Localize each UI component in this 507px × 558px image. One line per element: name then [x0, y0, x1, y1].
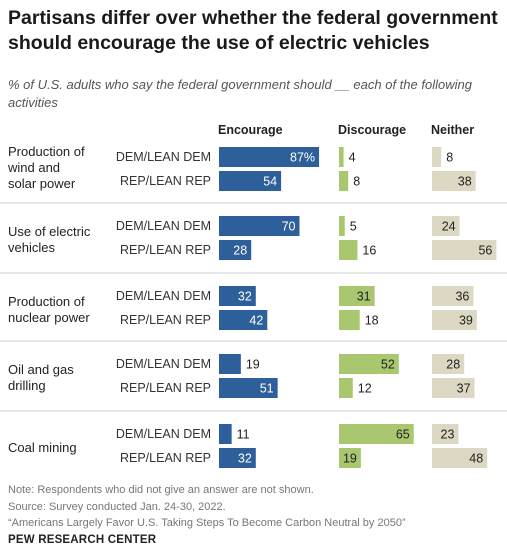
neither-bar — [432, 424, 459, 444]
data-label: 56 — [478, 244, 492, 258]
pew-research-center-logo: PEW RESEARCH CENTER — [8, 534, 157, 546]
data-label: 12 — [358, 382, 372, 396]
data-label: 8 — [446, 151, 453, 165]
encourage-bar — [219, 286, 256, 306]
data-label: 16 — [362, 244, 376, 258]
discourage-bar — [339, 310, 360, 330]
discourage-bar — [339, 354, 399, 374]
chart-title: Partisans differ over whether the federa… — [8, 7, 498, 54]
neither-bar — [432, 240, 497, 260]
data-label: 54 — [263, 175, 277, 189]
data-label: 11 — [237, 428, 250, 442]
data-label: 48 — [469, 452, 483, 466]
discourage-bar — [339, 240, 358, 260]
encourage-bar — [219, 147, 320, 167]
activity-label: Oil and gas — [8, 362, 74, 377]
source-text: Source: Survey conducted Jan. 24-30, 202… — [8, 500, 226, 513]
data-label: 87% — [290, 151, 315, 165]
neither-bar — [432, 354, 465, 374]
data-label: 32 — [238, 452, 252, 466]
encourage-bar — [219, 216, 300, 236]
neither-bar — [432, 171, 476, 191]
activity-label: Use of electric — [8, 224, 91, 239]
neither-bar — [432, 286, 474, 306]
data-label: 8 — [353, 175, 360, 189]
neither-bar — [432, 448, 488, 468]
party-label: REP/LEAN REP — [120, 313, 211, 327]
chart-notes: Note: Respondents who did not give an an… — [8, 482, 406, 532]
encourage-bar — [219, 424, 232, 444]
data-label: 37 — [457, 382, 471, 396]
activity-label: vehicles — [8, 240, 55, 255]
encourage-bar — [219, 310, 268, 330]
discourage-bar — [339, 286, 375, 306]
data-label: 28 — [446, 358, 460, 372]
party-label: DEM/LEAN DEM — [116, 289, 211, 303]
encourage-bar — [219, 448, 256, 468]
data-label: 52 — [381, 358, 395, 372]
data-label: 36 — [455, 290, 469, 304]
party-label: DEM/LEAN DEM — [116, 150, 211, 164]
chart-subtitle: % of U.S. adults who say the federal gov… — [8, 77, 472, 110]
discourage-bar — [339, 424, 414, 444]
encourage-bar — [219, 171, 282, 191]
data-label: 42 — [249, 314, 263, 328]
party-label: REP/LEAN REP — [120, 174, 211, 188]
report-title-text: “Americans Largely Favor U.S. Taking Ste… — [8, 517, 406, 529]
activity-label: Coal mining — [8, 440, 77, 455]
data-label: 19 — [343, 452, 357, 466]
column-header-encourage: Encourage — [218, 123, 283, 137]
activity-label: solar power — [8, 176, 76, 191]
data-label: 70 — [282, 220, 296, 234]
activity-label: Production of — [8, 294, 85, 309]
party-label: DEM/LEAN DEM — [116, 357, 211, 371]
data-label: 51 — [260, 382, 274, 396]
data-label: 28 — [233, 244, 247, 258]
activity-label: wind and — [7, 160, 60, 175]
discourage-bar — [339, 378, 353, 398]
data-label: 38 — [458, 175, 472, 189]
data-label: 65 — [396, 428, 410, 442]
data-label: 32 — [238, 290, 252, 304]
neither-bar — [432, 147, 442, 167]
discourage-bar — [339, 448, 361, 468]
data-label: 4 — [349, 151, 356, 165]
activity-label: Production of — [8, 144, 85, 159]
data-label: 19 — [246, 358, 260, 372]
activity-label: nuclear power — [8, 310, 90, 325]
data-label: 5 — [350, 220, 357, 234]
discourage-bar — [339, 171, 349, 191]
neither-bar — [432, 310, 477, 330]
party-label: DEM/LEAN DEM — [116, 427, 211, 441]
data-label: 23 — [441, 428, 455, 442]
discourage-bar — [339, 216, 345, 236]
party-label: REP/LEAN REP — [120, 381, 211, 395]
party-label: REP/LEAN REP — [120, 243, 211, 257]
data-label: 31 — [357, 290, 371, 304]
party-label: DEM/LEAN DEM — [116, 219, 211, 233]
neither-bar — [432, 378, 475, 398]
party-label: REP/LEAN REP — [120, 451, 211, 465]
encourage-bar — [219, 354, 241, 374]
data-label: 18 — [365, 314, 379, 328]
discourage-bar — [339, 147, 344, 167]
activity-label: drilling — [8, 378, 46, 393]
column-header-discourage: Discourage — [338, 123, 407, 137]
note-text: Note: Respondents who did not give an an… — [8, 484, 314, 496]
encourage-bar — [219, 378, 278, 398]
neither-bar — [432, 216, 460, 236]
column-header-neither: Neither — [431, 123, 475, 137]
encourage-bar — [219, 240, 252, 260]
data-label: 24 — [442, 220, 456, 234]
data-label: 39 — [459, 314, 473, 328]
